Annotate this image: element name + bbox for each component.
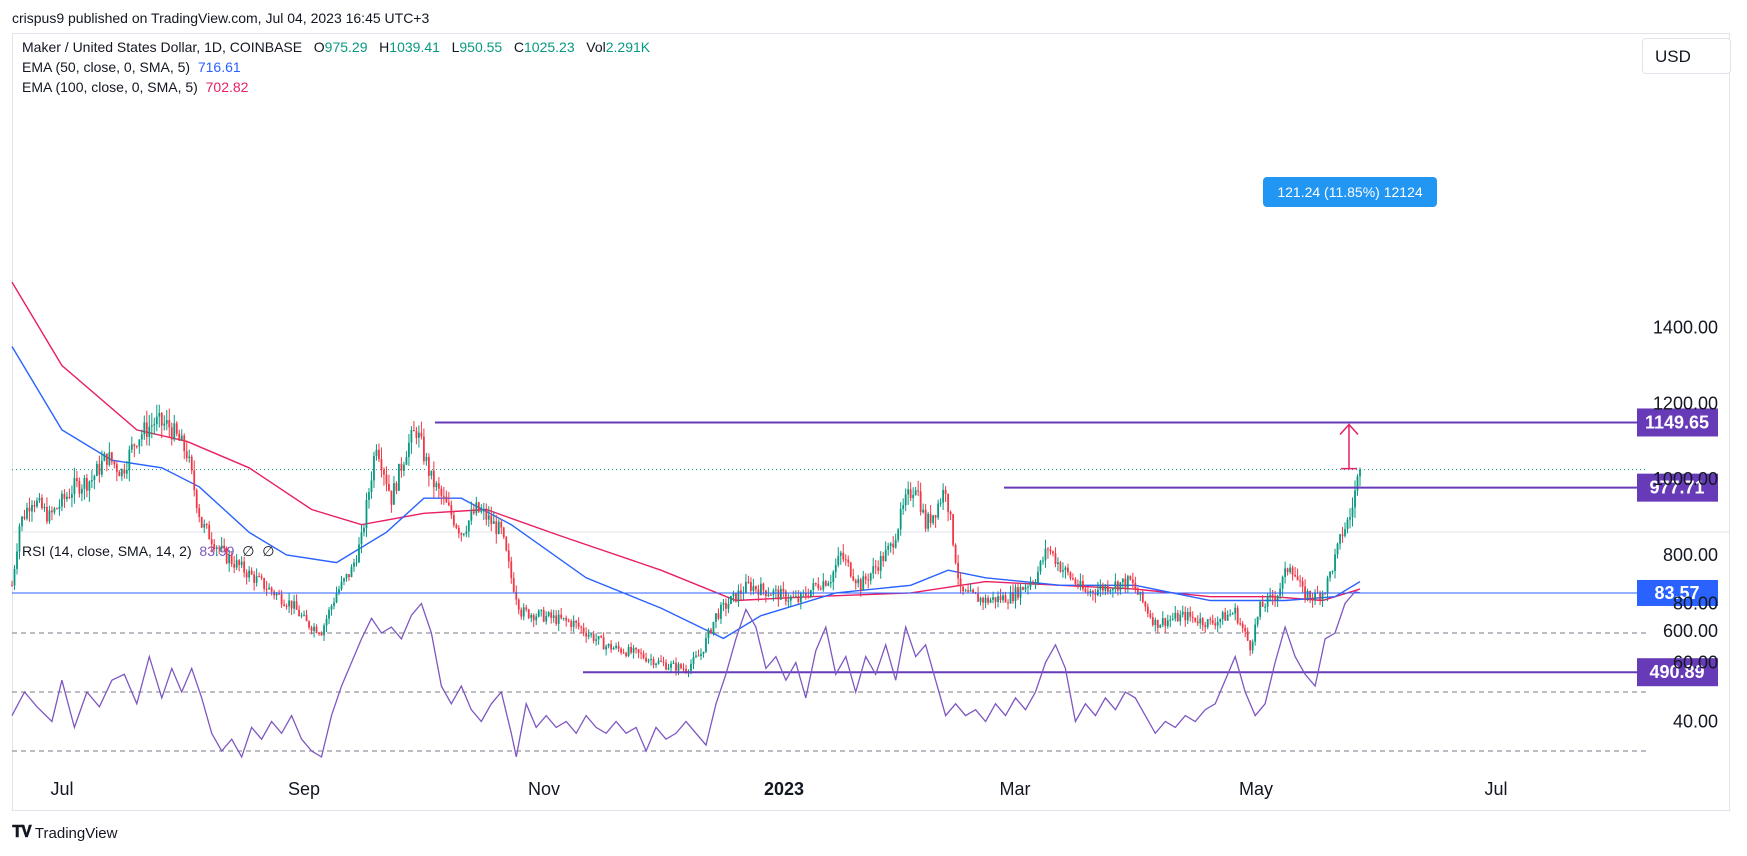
rsi-value: 83.99: [199, 543, 235, 559]
high-value: 1039.41: [389, 39, 440, 55]
open-value: 975.29: [324, 39, 368, 55]
footer-brand: TradingView: [34, 824, 118, 842]
low-label: L: [451, 39, 460, 55]
ema100-value: 702.82: [205, 79, 249, 95]
rsi-legend[interactable]: RSI (14, close, SMA, 14, 2) 83.99 ∅ ∅: [22, 543, 274, 560]
publisher-credit: crispus9 published on TradingView.com, J…: [12, 10, 430, 26]
rsi-extra-1: ∅: [242, 543, 255, 559]
volume-label: Vol: [586, 39, 606, 55]
symbol-legend[interactable]: Maker / United States Dollar, 1D, COINBA…: [22, 39, 650, 55]
low-value: 950.55: [459, 39, 503, 55]
ema50-legend[interactable]: EMA (50, close, 0, SMA, 5) 716.61: [22, 59, 241, 75]
close-value: 1025.23: [524, 39, 575, 55]
ema50-label: EMA (50, close, 0, SMA, 5): [22, 59, 191, 75]
ema50-value: 716.61: [197, 59, 241, 75]
tradingview-logo-icon: 𝐓𝐕: [12, 824, 32, 841]
high-label: H: [379, 39, 390, 55]
volume-value: 2.291K: [605, 39, 651, 55]
ema100-label: EMA (100, close, 0, SMA, 5): [22, 79, 198, 95]
chart-frame: [12, 33, 1730, 811]
rsi-label: RSI (14, close, SMA, 14, 2): [22, 543, 192, 559]
rsi-extra-2: ∅: [262, 543, 275, 559]
currency-button[interactable]: USD: [1642, 38, 1731, 74]
open-label: O: [313, 39, 325, 55]
close-label: C: [513, 39, 524, 55]
symbol-name: Maker / United States Dollar, 1D, COINBA…: [22, 39, 303, 55]
ema100-legend[interactable]: EMA (100, close, 0, SMA, 5) 702.82: [22, 79, 248, 95]
footer[interactable]: 𝐓𝐕 TradingView: [12, 824, 117, 842]
